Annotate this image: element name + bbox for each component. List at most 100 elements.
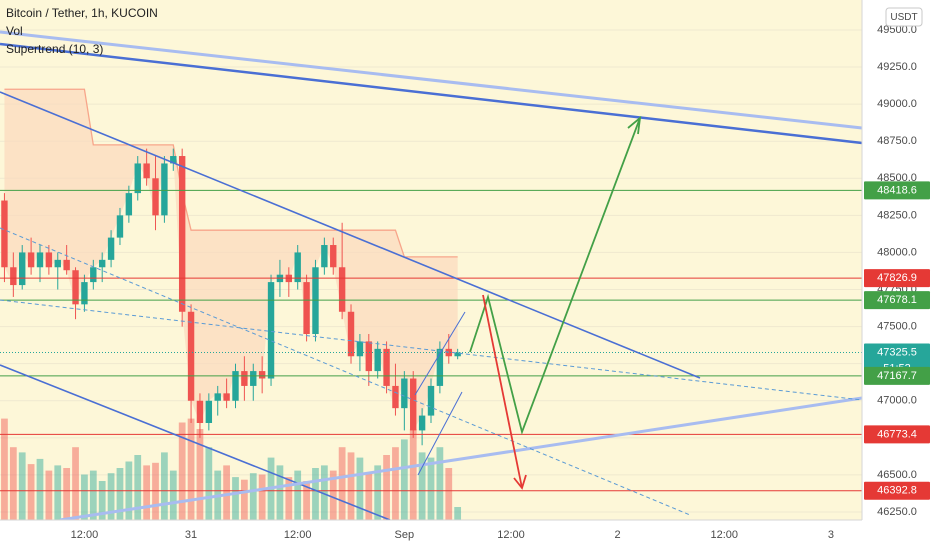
candle-body	[454, 352, 461, 357]
y-tick-label: 49500.0	[877, 24, 917, 36]
candle-body	[338, 267, 346, 312]
volume-bar	[36, 458, 44, 520]
candle-body	[321, 245, 328, 268]
y-tick-label: 49250.0	[877, 61, 917, 73]
candle-body	[10, 267, 17, 286]
candle-body	[356, 341, 364, 357]
grid	[0, 29, 862, 513]
drawings	[0, 30, 863, 522]
volume-bar	[205, 447, 213, 520]
volume-bar	[1, 418, 8, 520]
volume-bar	[161, 452, 168, 520]
trendline	[0, 42, 863, 145]
dashed-trendline	[0, 227, 691, 516]
volume-bar	[400, 439, 408, 520]
candle-body	[187, 311, 195, 401]
candle-body	[161, 163, 168, 216]
supertrend-fill	[4, 89, 458, 431]
volume-bar	[196, 429, 204, 520]
y-tick-label: 48500.0	[877, 172, 917, 184]
dashed-trendline	[0, 299, 863, 401]
price-line-layer	[0, 189, 862, 492]
candle-body	[178, 156, 186, 312]
supertrend-line	[4, 88, 458, 258]
price-label: 47678.1	[877, 294, 917, 306]
candle-body	[401, 378, 408, 409]
volume-bar	[276, 465, 284, 520]
volume-bar	[436, 447, 444, 520]
trendline	[0, 91, 701, 379]
candle-body	[347, 311, 355, 357]
y-tick-label: 49000.0	[877, 98, 917, 110]
x-tick-label: 12:00	[710, 529, 738, 541]
candle-body	[45, 252, 53, 268]
volume-bar	[223, 465, 230, 520]
volume-bar	[63, 468, 71, 520]
volume-bar	[98, 481, 106, 520]
candle-body	[383, 348, 390, 386]
candle-body	[19, 252, 26, 286]
candle-body	[125, 193, 133, 216]
y-tick-label: 48000.0	[877, 246, 917, 258]
volume-bar	[303, 481, 310, 520]
indicator-label: Vol	[6, 24, 23, 38]
y-tick-label: 47500.0	[877, 321, 917, 333]
trendline	[0, 30, 863, 130]
volume-bar	[365, 473, 373, 520]
price-label: 48418.6	[877, 184, 917, 196]
candle-body	[196, 400, 204, 424]
y-tick-label: 46250.0	[877, 506, 917, 518]
volume-bar	[409, 429, 417, 520]
volume-bar	[81, 474, 88, 520]
price-label: 47826.9	[877, 272, 917, 284]
candle-body	[250, 371, 257, 386]
y-tick-label: 46500.0	[877, 469, 917, 481]
volume-bar	[72, 447, 79, 520]
candle-body	[36, 252, 44, 268]
volume-bar	[347, 452, 355, 520]
x-tick-label: 12:00	[71, 529, 99, 541]
price-label-box	[864, 425, 930, 444]
candle-body	[98, 259, 106, 268]
channel-line	[417, 391, 463, 476]
candle-body	[134, 163, 141, 194]
price-label: 46392.8	[877, 485, 917, 497]
candle-body	[392, 385, 399, 409]
price-label: 47167.7	[877, 370, 917, 382]
currency-box[interactable]	[885, 7, 923, 27]
x-tick-label: 31	[185, 529, 197, 541]
candle-body	[107, 237, 115, 260]
candle-body	[63, 259, 70, 271]
volume-bar	[18, 452, 26, 520]
price-label: 47325.5	[877, 346, 917, 358]
candle-body	[365, 341, 372, 372]
candle-body	[427, 385, 435, 416]
volume-bar	[392, 447, 399, 520]
chart-title: Bitcoin / Tether, 1h, KUCOIN	[6, 6, 158, 20]
candle-body	[116, 215, 124, 238]
volume-bar	[187, 418, 195, 520]
candle-body	[330, 245, 337, 268]
volume-bar	[427, 457, 435, 520]
candle-body	[90, 267, 97, 283]
x-tick-label: 12:00	[284, 529, 312, 541]
volume-bar	[356, 457, 364, 520]
candle-body	[232, 371, 239, 401]
volume-bar	[418, 452, 426, 520]
candle-body	[152, 178, 159, 216]
volume-bar	[454, 507, 462, 520]
candle-body	[223, 393, 230, 401]
candle-body	[54, 259, 61, 268]
price-label: 46773.4	[877, 428, 917, 440]
candle-body	[241, 371, 248, 386]
volume-bar	[329, 470, 337, 520]
x-tick-label: Sep	[395, 529, 415, 541]
volume-bar	[232, 477, 239, 520]
trendline	[59, 396, 863, 522]
volume-bar	[45, 470, 53, 520]
candle-body	[418, 415, 426, 431]
indicator-label: Supertrend (10, 3)	[6, 42, 103, 56]
volume-bar	[249, 473, 257, 520]
